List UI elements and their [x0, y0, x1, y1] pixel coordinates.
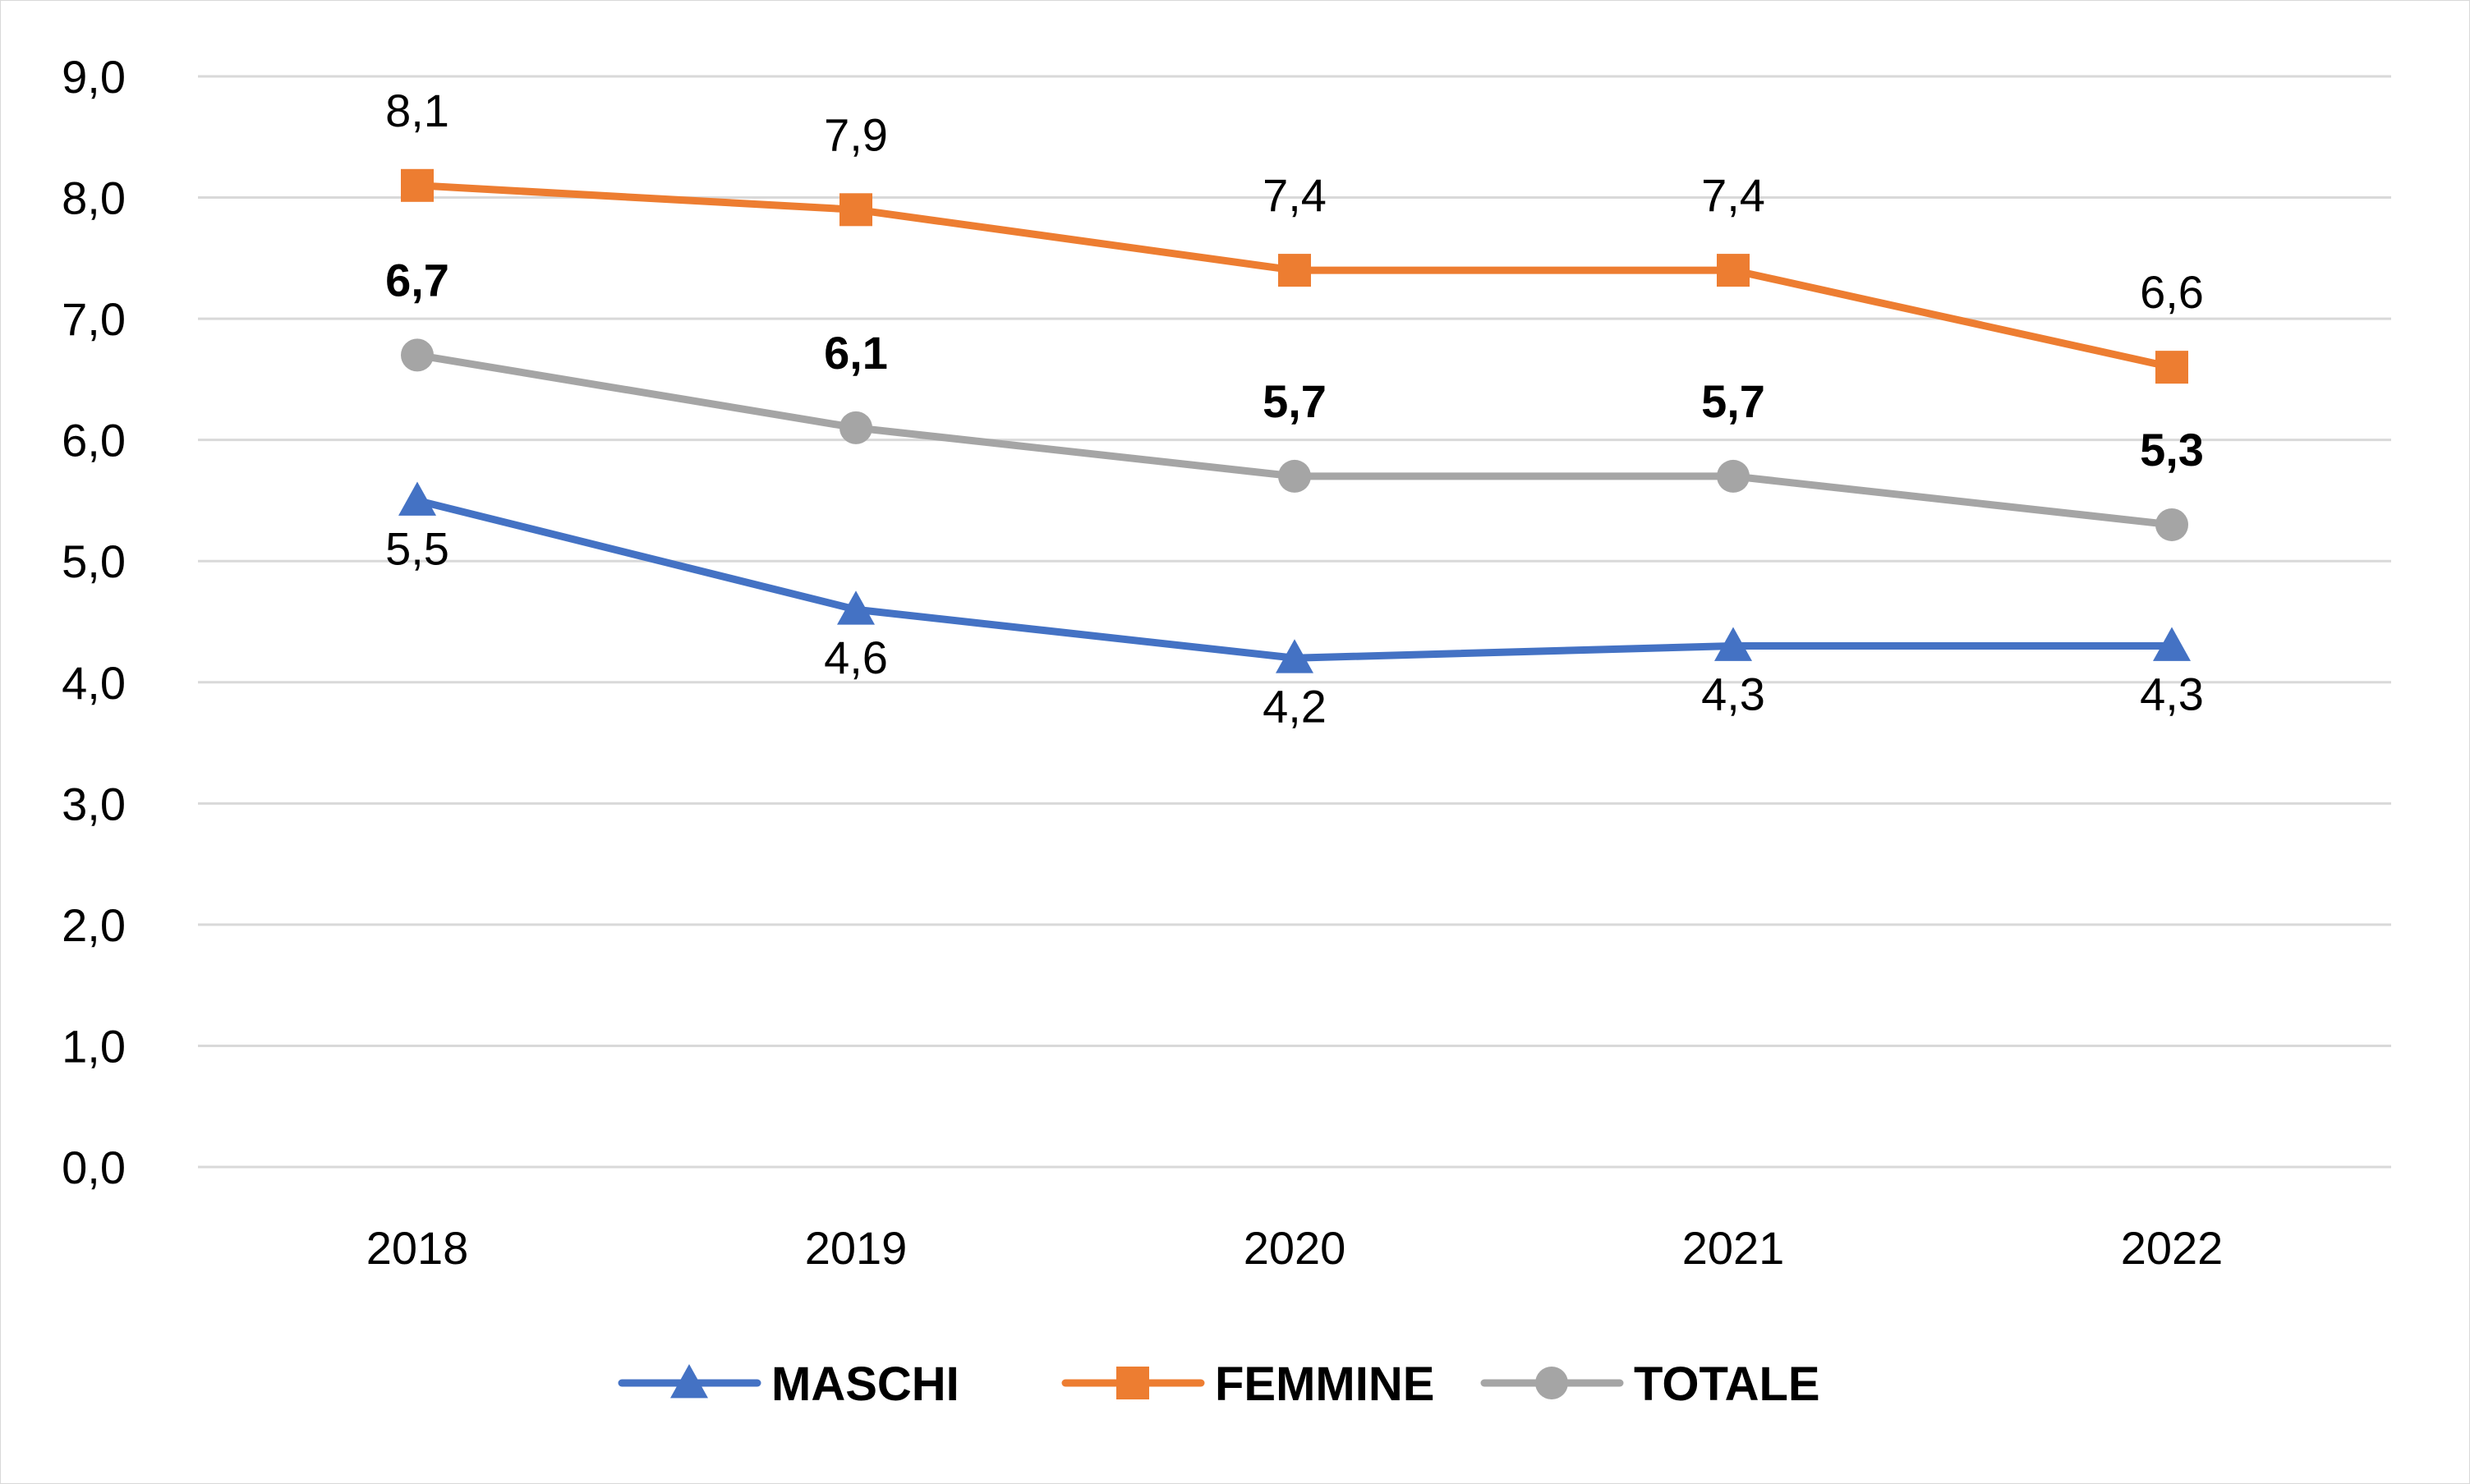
data-point-square [839, 193, 872, 227]
data-point-triangle [1276, 639, 1313, 673]
data-point-square [2155, 351, 2188, 384]
series-line [413, 496, 2176, 662]
y-tick-label: 0,0 [62, 1142, 126, 1193]
legend-item-femmine: FEMMINE [1061, 1358, 1434, 1411]
data-label: 4,3 [2140, 668, 2204, 720]
x-tick-label: 2020 [1244, 1222, 1346, 1274]
data-point-triangle [837, 590, 875, 625]
data-label: 5,7 [1701, 375, 1765, 427]
data-labels: 5,5 4,6 4,2 4,3 4,3 8,1 7,9 7,4 7,4 6,6 6,7 6,1 5,7 5… [385, 85, 2204, 732]
data-point-circle [1717, 459, 1750, 493]
y-tick-label: 2,0 [62, 899, 126, 951]
legend: MASCHI FEMMINE TOTALE [618, 1358, 1820, 1411]
data-label: 7,4 [1263, 169, 1327, 221]
y-tick-label: 6,0 [62, 415, 126, 466]
data-label: 8,1 [385, 85, 449, 136]
y-tick-label: 4,0 [62, 657, 126, 709]
legend-label: TOTALE [1634, 1358, 1820, 1411]
legend-item-totale: TOTALE [1480, 1358, 1820, 1411]
data-point-circle [401, 338, 434, 372]
data-label: 4,3 [1701, 668, 1765, 720]
legend-label: FEMMINE [1215, 1358, 1434, 1411]
y-axis-ticks: 0,0 1,0 2,0 3,0 4,0 5,0 6,0 7,0 8,0 9,0 [62, 51, 126, 1193]
x-tick-label: 2019 [805, 1222, 908, 1274]
series-femmine [401, 168, 2188, 384]
data-label: 7,4 [1701, 169, 1765, 221]
data-label: 5,7 [1263, 375, 1327, 427]
series-totale [401, 338, 2188, 541]
data-point-triangle [398, 481, 436, 516]
y-tick-label: 1,0 [62, 1020, 126, 1072]
data-label: 6,7 [385, 254, 449, 306]
data-point-square [1116, 1367, 1149, 1399]
y-tick-label: 5,0 [62, 535, 126, 587]
data-point-square [1717, 254, 1750, 287]
data-label: 4,6 [824, 632, 888, 683]
data-point-triangle [670, 1364, 708, 1399]
data-point-circle [2155, 508, 2188, 541]
y-tick-label: 7,0 [62, 293, 126, 345]
x-axis-ticks: 2018 2019 2020 2021 2022 [366, 1222, 2224, 1274]
grid-lines [198, 75, 2391, 1169]
series-maschi [398, 481, 2191, 673]
data-label: 5,5 [385, 522, 449, 574]
data-point-circle [1278, 459, 1311, 493]
data-point-triangle [2153, 627, 2191, 661]
legend-item-maschi: MASCHI [618, 1358, 959, 1411]
legend-label: MASCHI [771, 1358, 959, 1411]
data-label: 5,3 [2140, 424, 2204, 476]
x-tick-label: 2021 [1682, 1222, 1785, 1274]
y-tick-label: 3,0 [62, 778, 126, 829]
data-label: 7,9 [824, 108, 888, 160]
data-label: 6,6 [2140, 266, 2204, 318]
data-point-circle [839, 411, 872, 444]
data-point-circle [1535, 1367, 1568, 1399]
y-tick-label: 8,0 [62, 172, 126, 224]
x-tick-label: 2018 [366, 1222, 469, 1274]
x-tick-label: 2022 [2121, 1222, 2224, 1274]
data-point-square [401, 168, 434, 202]
data-label: 4,2 [1263, 680, 1327, 732]
series-lines [398, 168, 2191, 673]
data-point-triangle [1714, 627, 1752, 661]
data-label: 6,1 [824, 327, 888, 379]
y-tick-label: 9,0 [62, 51, 126, 103]
data-point-square [1278, 254, 1311, 287]
